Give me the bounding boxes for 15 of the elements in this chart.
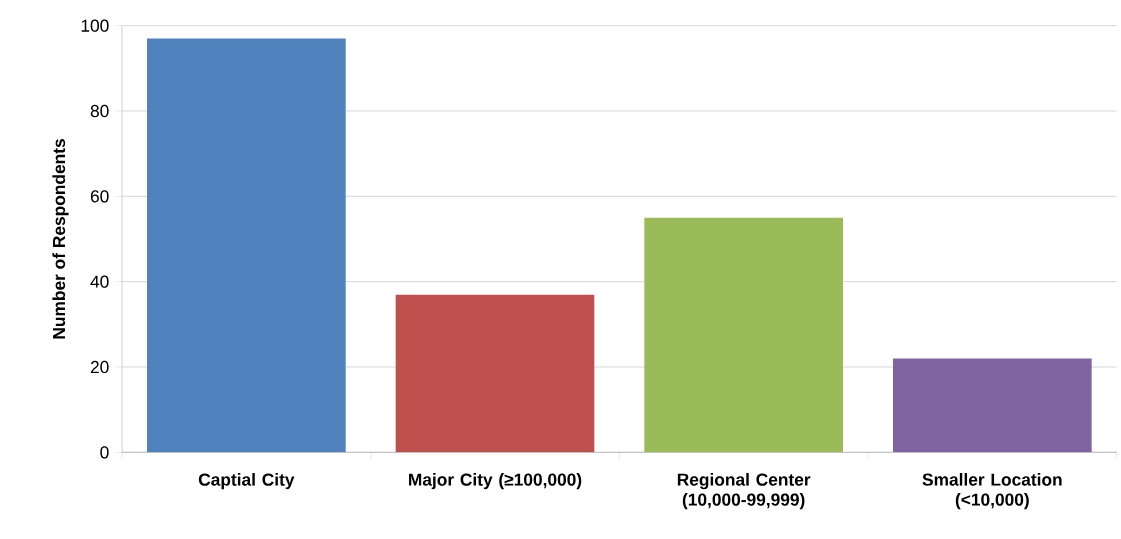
y-tick-label: 40	[90, 275, 109, 288]
y-tick-label: 0	[100, 446, 109, 459]
y-axis-title: Number of Respondents	[52, 139, 69, 339]
y-tick-label: 80	[90, 104, 109, 118]
x-tick-label: Captial City	[198, 473, 295, 490]
x-tick-label: Regional Center (10,000-99,999)	[677, 473, 811, 510]
y-tick-label: 100	[81, 19, 109, 32]
bar	[893, 358, 1092, 453]
bar	[644, 217, 843, 453]
bar	[395, 294, 595, 453]
x-tick-label: Smaller Location (<10,000)	[922, 473, 1062, 510]
y-tick-label: 60	[90, 190, 109, 203]
bar	[147, 38, 346, 453]
y-tick-label: 20	[90, 360, 109, 374]
x-tick-label: Major City (≥100,000)	[409, 473, 582, 490]
